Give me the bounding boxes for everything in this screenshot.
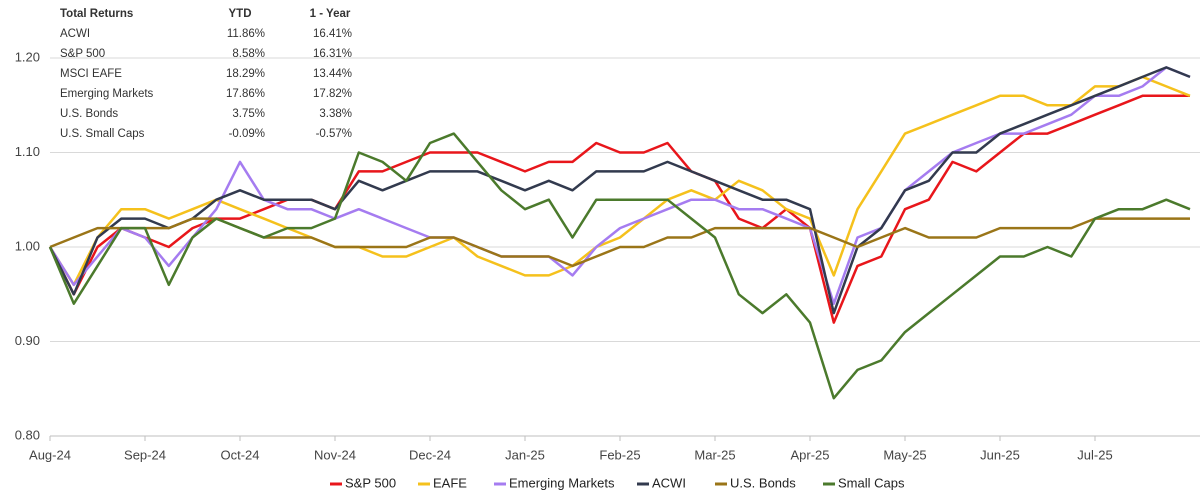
table-cell: -0.57% [316, 128, 352, 140]
series-line [48, 66, 1191, 315]
legend-label: ACWI [652, 475, 686, 490]
x-tick-label: Dec-24 [409, 447, 451, 462]
table-cell: 18.29% [226, 68, 265, 80]
table-cell: ACWI [60, 28, 90, 40]
series-line [49, 217, 1190, 268]
table-cell: 16.31% [313, 48, 352, 60]
x-tick-label: Jan-25 [505, 447, 545, 462]
x-tick-label: Nov-24 [314, 447, 356, 462]
table-cell: 3.75% [232, 108, 265, 120]
x-tick-label: Jul-25 [1077, 447, 1112, 462]
y-tick-label: 1.20 [15, 49, 40, 64]
series-line [48, 66, 1191, 305]
x-tick-label: Aug-24 [29, 447, 71, 462]
table-cell: -0.09% [229, 128, 265, 140]
x-tick-label: Oct-24 [220, 447, 259, 462]
table-cell: 17.82% [313, 88, 352, 100]
y-tick-label: 1.10 [15, 144, 40, 159]
legend-label: Small Caps [838, 475, 905, 490]
table-cell: S&P 500 [60, 48, 105, 60]
x-tick-label: May-25 [883, 447, 926, 462]
table-cell: 3.38% [319, 108, 352, 120]
x-tick-label: Sep-24 [124, 447, 166, 462]
table-cell: 16.41% [313, 28, 352, 40]
y-tick-label: 0.90 [15, 333, 40, 348]
series-line [48, 94, 1190, 324]
table-header: 1 - Year [310, 8, 351, 20]
table-header: Total Returns [60, 8, 133, 20]
legend-label: S&P 500 [345, 475, 396, 490]
legend-label: EAFE [433, 475, 467, 490]
table-cell: 17.86% [226, 88, 265, 100]
x-tick-label: Feb-25 [599, 447, 640, 462]
x-tick-label: Mar-25 [694, 447, 735, 462]
y-tick-label: 0.80 [15, 427, 40, 442]
table-cell: 8.58% [232, 48, 265, 60]
table-cell: U.S. Bonds [60, 108, 118, 120]
legend-label: Emerging Markets [509, 475, 615, 490]
legend-label: U.S. Bonds [730, 475, 796, 490]
table-cell: MSCI EAFE [60, 68, 122, 80]
table-cell: 13.44% [313, 68, 352, 80]
x-tick-label: Apr-25 [790, 447, 829, 462]
series-line [48, 132, 1191, 400]
table-cell: Emerging Markets [60, 88, 154, 100]
table-header: YTD [229, 8, 252, 20]
x-tick-label: Jun-25 [980, 447, 1020, 462]
y-tick-label: 1.00 [15, 238, 40, 253]
table-cell: U.S. Small Caps [60, 128, 145, 140]
series-line [48, 75, 1191, 287]
table-cell: 11.86% [227, 28, 265, 40]
